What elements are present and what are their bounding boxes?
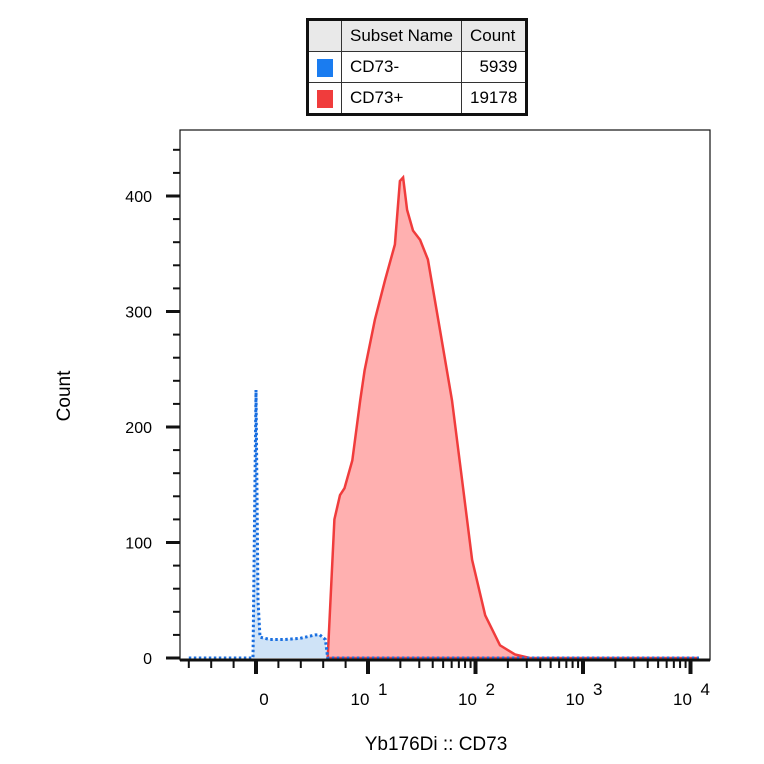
x-tick-exponent: 3 bbox=[593, 680, 602, 699]
x-tick-exponent: 4 bbox=[701, 680, 710, 699]
x-tick-label: 10 bbox=[566, 690, 585, 709]
x-tick-label: 10 bbox=[458, 690, 477, 709]
legend-count: 19178 bbox=[460, 82, 528, 115]
series-cd73-neg-line bbox=[188, 389, 699, 660]
y-tick-label: 300 bbox=[125, 305, 152, 322]
y-tick-label: 400 bbox=[125, 189, 152, 206]
series-cd73-pos-area bbox=[326, 174, 699, 660]
y-tick-label: 200 bbox=[125, 420, 152, 437]
legend-count: 5939 bbox=[460, 51, 528, 83]
legend-table: Subset Name Count CD73- 5939 CD73+ 19178 bbox=[306, 18, 529, 116]
legend-name: CD73+ bbox=[341, 82, 462, 115]
x-tick-label: 10 bbox=[351, 690, 370, 709]
x-tick-exponent: 1 bbox=[378, 680, 387, 699]
y-tick-label: 0 bbox=[143, 651, 152, 668]
x-tick-label: 10 bbox=[673, 690, 692, 709]
y-tick-label: 100 bbox=[125, 536, 152, 553]
x-tick-label: 0 bbox=[259, 690, 268, 709]
legend-swatch-cd73-pos bbox=[317, 89, 333, 108]
legend-header-count: Count bbox=[460, 19, 528, 52]
y-axis-label: Count bbox=[54, 370, 75, 421]
x-tick-exponent: 2 bbox=[486, 680, 495, 699]
legend-swatch-cd73-neg bbox=[317, 58, 333, 77]
x-axis-label: Yb176Di :: CD73 bbox=[365, 734, 508, 755]
